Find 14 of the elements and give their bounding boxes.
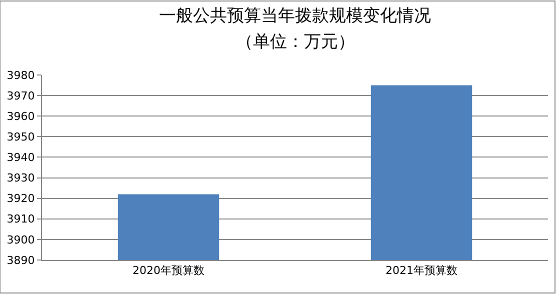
chart-subtitle: （单位：万元）	[236, 32, 355, 52]
y-tick-label: 3950	[6, 130, 35, 144]
y-tick-label: 3970	[6, 89, 35, 102]
y-tick-label: 3960	[6, 110, 35, 123]
y-tick-label: 3940	[6, 151, 35, 164]
x-tick-label: 2021年预算数	[386, 264, 458, 278]
y-tick-label: 3890	[6, 254, 35, 267]
y-tick-label: 3910	[6, 212, 35, 226]
x-tick-label: 2020年预算数	[132, 264, 204, 278]
y-tick-label: 3920	[6, 192, 35, 206]
chart-title: 一般公共预算当年拨款规模变化情况	[159, 6, 431, 26]
y-tick-label: 3980	[6, 68, 35, 82]
y-tick-label: 3930	[6, 172, 35, 185]
y-tick-label: 3900	[6, 233, 35, 246]
